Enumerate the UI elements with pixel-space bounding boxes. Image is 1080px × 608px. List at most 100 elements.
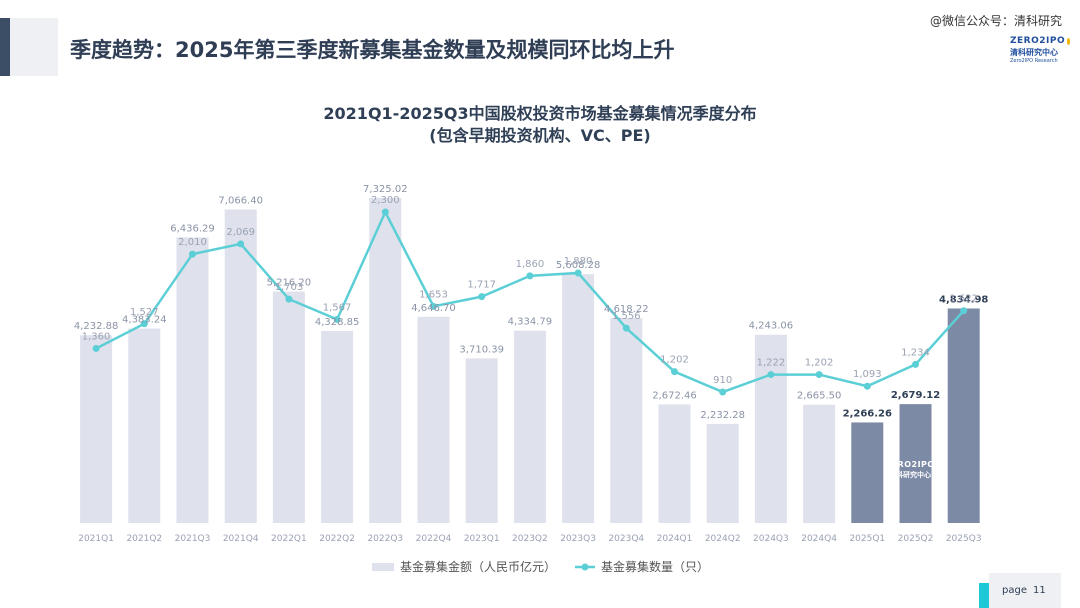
page-label: page: [1002, 585, 1027, 596]
count-point-2025Q2: [912, 360, 919, 368]
legend-bar-label: 基金募集金额（人民币亿元）: [400, 559, 556, 574]
bar-2022Q4: [417, 316, 450, 523]
footer-page-box: [989, 573, 1061, 608]
x-tick-label: 2024Q1: [657, 534, 693, 544]
watermark-brand: ZERO2IPO: [885, 460, 935, 469]
count-value-label: 1,202: [805, 358, 834, 369]
x-tick-label: 2024Q4: [801, 534, 837, 544]
bar-value-label: 4,232.88: [74, 321, 119, 332]
legend-line-marker: [581, 563, 589, 571]
count-point-2024Q1: [671, 368, 678, 376]
count-value-label: 1,860: [516, 259, 545, 270]
count-point-2023Q3: [574, 269, 582, 277]
bar-2024Q2: [706, 423, 739, 523]
bar-value-label: 4,646.70: [411, 303, 456, 314]
count-point-2025Q1: [863, 382, 871, 390]
x-tick-label: 2022Q2: [319, 534, 355, 544]
count-point-2021Q3: [189, 250, 196, 258]
x-tick-label: 2021Q1: [78, 534, 114, 544]
count-value-label: 1,360: [82, 331, 111, 342]
count-value-label: 1,622: [949, 294, 978, 305]
count-point-2021Q2: [140, 320, 148, 328]
x-tick-label: 2023Q3: [560, 534, 596, 544]
bar-2022Q3: [369, 197, 402, 523]
x-tick-label: 2023Q2: [512, 534, 548, 544]
count-point-2024Q4: [815, 371, 823, 379]
bar-value-label: 4,834.98: [939, 294, 988, 305]
logo-brand: ZERO2IPO: [1010, 36, 1066, 46]
count-point-2023Q4: [622, 324, 630, 332]
watermark-logo: ZERO2IPO 清科研究中心: [884, 460, 936, 480]
count-point-2022Q1: [285, 295, 293, 303]
footer-accent-bar: [979, 583, 989, 608]
chart-subtitle: (包含早期投资机构、VC、PE): [429, 126, 651, 145]
x-tick-label: 2021Q3: [175, 534, 211, 544]
count-value-label: 2,010: [178, 237, 207, 248]
bar-value-label: 5,608.28: [556, 260, 601, 271]
count-point-2024Q3: [767, 371, 775, 379]
logo-en: Zero2IPO Research: [1010, 58, 1058, 64]
bar-2023Q2: [513, 330, 546, 523]
count-point-2023Q1: [478, 293, 486, 301]
count-value-label: 1,234: [901, 347, 930, 358]
bar-value-label: 2,672.46: [652, 390, 697, 401]
count-value-label: 1,093: [853, 369, 882, 380]
count-value-label: 1,556: [612, 311, 641, 322]
bar-value-label: 3,710.39: [459, 344, 504, 355]
bar-2023Q4: [610, 318, 643, 523]
count-value-label: 1,567: [323, 302, 352, 313]
bar-value-label: 4,328.85: [315, 317, 360, 328]
x-tick-label: 2023Q4: [608, 534, 644, 544]
count-point-2025Q3: [960, 307, 968, 315]
bar-value-label: 4,618.22: [604, 304, 649, 315]
x-tick-label: 2025Q3: [946, 534, 982, 544]
bar-2024Q3: [754, 334, 787, 523]
logo-cn: 清科研究中心: [1010, 48, 1058, 57]
count-value-label: 2,300: [371, 195, 400, 206]
watermark-cn: 清科研究中心: [889, 471, 931, 479]
bar-2021Q1: [80, 335, 113, 523]
bar-2023Q1: [465, 358, 498, 523]
count-value-label: 1,202: [660, 355, 689, 366]
chart-title: 2021Q1-2025Q3中国股权投资市场基金募集情况季度分布: [323, 104, 757, 123]
x-tick-label: 2023Q1: [464, 534, 500, 544]
count-value-label: 910: [713, 375, 732, 386]
bar-value-label: 5,216.20: [267, 278, 312, 289]
bar-2023Q3: [562, 274, 595, 523]
legend-bar-swatch: [372, 563, 394, 571]
bar-2025Q3: [947, 308, 980, 523]
count-value-label: 2,069: [226, 227, 255, 238]
count-point-2022Q3: [381, 208, 389, 216]
bar-2024Q1: [658, 404, 691, 523]
x-tick-label: 2024Q2: [705, 534, 741, 544]
count-point-2023Q2: [526, 272, 534, 280]
x-tick-label: 2025Q2: [898, 534, 934, 544]
count-value-label: 1,222: [757, 358, 786, 369]
count-point-2024Q2: [719, 388, 727, 396]
x-tick-label: 2021Q4: [223, 534, 259, 544]
bar-2021Q2: [128, 328, 161, 523]
bar-value-label: 2,266.26: [843, 408, 892, 419]
zero2ipo-logo: ZERO2IPO 清科研究中心 Zero2IPO Research: [1010, 36, 1070, 66]
bar-value-label: 4,243.06: [749, 321, 794, 332]
bar-2022Q2: [321, 330, 354, 523]
x-tick-label: 2021Q2: [126, 534, 162, 544]
count-value-label: 1,880: [564, 256, 593, 267]
bar-value-label: 4,383.24: [122, 315, 167, 326]
legend-line-label: 基金募集数量（只）: [601, 559, 709, 574]
page-number: 11: [1033, 585, 1046, 596]
bar-2024Q4: [803, 404, 836, 523]
x-tick-label: 2022Q3: [367, 534, 403, 544]
count-point-2021Q1: [92, 344, 100, 352]
bar-2025Q1: [851, 422, 884, 523]
count-value-label: 1,717: [467, 280, 496, 291]
count-point-2022Q4: [430, 302, 437, 310]
bar-value-label: 6,436.29: [170, 223, 215, 234]
bar-value-label: 7,066.40: [218, 195, 263, 206]
bar-2022Q1: [272, 291, 305, 523]
bar-value-label: 2,679.12: [891, 390, 940, 401]
page-title: 季度趋势：2025年第三季度新募集基金数量及规模同环比均上升: [70, 38, 675, 62]
bar-value-label: 2,232.28: [700, 410, 745, 421]
x-tick-label: 2022Q4: [416, 534, 452, 544]
